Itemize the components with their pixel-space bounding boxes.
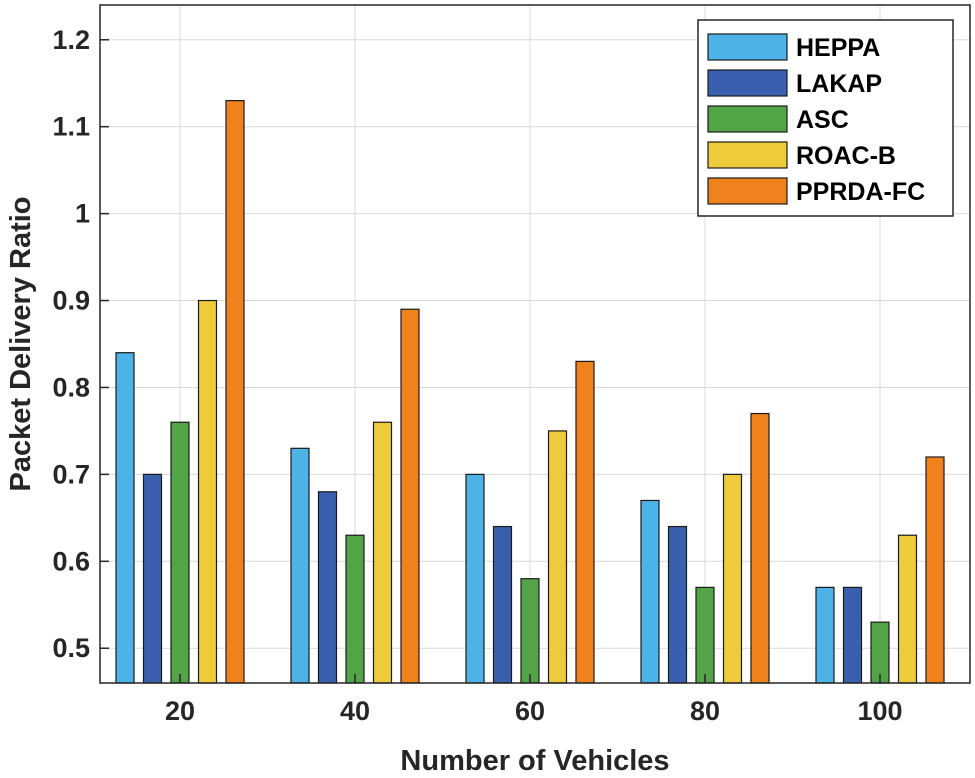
- bar-roac-b-80: [722, 473, 743, 684]
- bars: [115, 100, 945, 684]
- bar-heppa-100: [815, 586, 835, 684]
- legend-label: PPRDA-FC: [796, 178, 925, 206]
- y-tick-label: 1.2: [52, 25, 90, 55]
- bar-asc-60: [520, 578, 540, 684]
- y-tick-label: 0.8: [52, 372, 90, 402]
- y-tick-label: 1: [75, 199, 90, 229]
- plot-frame: [99, 4, 971, 684]
- legend-swatch: [707, 141, 788, 169]
- legend-label: ASC: [796, 106, 849, 134]
- bar-heppa-20: [115, 352, 135, 684]
- bar-roac-b-40: [372, 421, 393, 684]
- y-axis: 0.5 0.6 0.7 0.8 0.9 1 1.1 1.2: [52, 25, 109, 663]
- bar-pprda-fc-80: [750, 412, 770, 684]
- y-tick-label: 0.5: [52, 633, 90, 663]
- bar-lakap-100: [842, 586, 863, 684]
- bar-asc-100: [870, 621, 890, 684]
- legend-label: HEPPA: [796, 34, 880, 62]
- bar-heppa-80: [640, 499, 660, 684]
- legend-swatch: [707, 69, 788, 97]
- legend-swatch: [707, 105, 788, 133]
- bar-roac-b-20: [197, 299, 218, 684]
- bar-asc-20: [170, 421, 190, 684]
- x-axis-title: Number of Vehicles: [400, 745, 669, 777]
- x-tick-label: 40: [340, 696, 370, 726]
- x-tick-label: 100: [857, 696, 902, 726]
- legend-label: ROAC-B: [796, 142, 896, 170]
- bar-lakap-60: [492, 525, 513, 684]
- bar-lakap-20: [142, 473, 163, 684]
- bar-asc-80: [695, 586, 715, 684]
- bar-lakap-40: [317, 491, 338, 684]
- legend-swatch: [707, 177, 788, 205]
- bar-roac-b-100: [897, 534, 918, 684]
- x-tick-label: 80: [690, 696, 720, 726]
- bar-pprda-fc-100: [925, 456, 945, 684]
- bar-heppa-40: [290, 447, 310, 684]
- y-tick-label: 0.6: [52, 546, 90, 576]
- bar-pprda-fc-40: [400, 308, 420, 684]
- x-tick-label: 60: [515, 696, 545, 726]
- bar-asc-40: [345, 534, 365, 684]
- bar-lakap-80: [667, 525, 688, 684]
- y-tick-label: 0.7: [52, 459, 90, 489]
- x-axis: 20 40 60 80 100: [165, 674, 903, 726]
- bar-heppa-60: [465, 473, 485, 684]
- y-tick-label: 0.9: [52, 286, 90, 316]
- bar-pprda-fc-20: [225, 100, 245, 684]
- legend-swatch: [707, 33, 788, 61]
- y-tick-label: 1.1: [52, 112, 90, 142]
- bar-pprda-fc-60: [575, 360, 595, 684]
- bar-roac-b-60: [547, 430, 568, 684]
- x-tick-label: 20: [165, 696, 195, 726]
- legend-label: LAKAP: [796, 70, 882, 98]
- y-axis-title: Packet Delivery Ratio: [5, 197, 37, 492]
- legend: HEPPA LAKAP ASC ROAC-B PPRDA-FC: [697, 19, 954, 217]
